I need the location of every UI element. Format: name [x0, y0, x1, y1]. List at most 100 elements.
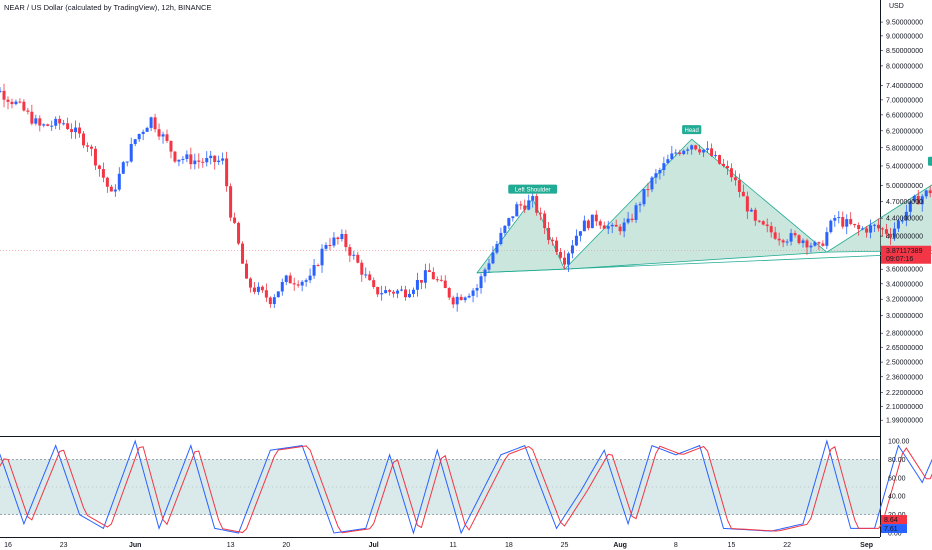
candle-body	[582, 220, 586, 232]
price-tick-label: 6.20000000	[886, 128, 923, 135]
time-tick-label: Jul	[369, 542, 379, 549]
price-tick-label: 5.00000000	[886, 183, 923, 190]
candle-body	[702, 149, 706, 153]
candle-body	[825, 232, 829, 246]
candle-body	[308, 275, 312, 281]
candle-body	[559, 251, 563, 258]
candle-body	[157, 129, 161, 137]
candle-body	[904, 211, 908, 221]
candle-body	[42, 124, 46, 126]
time-tick-label: Aug	[613, 542, 627, 549]
candle-body	[547, 227, 551, 240]
candle-body	[618, 226, 622, 232]
candle-body	[531, 196, 535, 201]
candle-body	[690, 145, 694, 150]
candle-body	[515, 204, 519, 217]
candle-body	[165, 134, 169, 141]
candle-body	[503, 225, 507, 233]
candle-body	[646, 189, 650, 191]
price-tick-label: 2.36000000	[886, 374, 923, 381]
osc-tick-label: 0.00	[888, 531, 902, 538]
candle-body	[225, 158, 229, 187]
time-tick-label: 15	[728, 542, 736, 549]
time-tick-label: 8	[674, 542, 678, 549]
chart-title: NEAR / US Dollar (calculated by TradingV…	[4, 3, 212, 12]
candle-body	[809, 245, 813, 248]
candle-body	[10, 101, 14, 105]
candle-body	[900, 220, 904, 222]
candle-body	[908, 201, 912, 212]
candles	[0, 83, 932, 312]
candle-body	[332, 237, 336, 246]
candle-body	[352, 254, 356, 256]
candle-body	[252, 287, 256, 292]
candle-body	[455, 296, 459, 305]
candle-body	[133, 139, 137, 145]
k-value-tag	[881, 515, 907, 525]
candle-body	[38, 118, 42, 126]
candle-body	[722, 163, 725, 166]
candle-body	[471, 290, 475, 296]
candle-body	[18, 101, 22, 103]
candle-body	[729, 168, 733, 178]
candle-body	[46, 124, 50, 126]
candle-body	[789, 233, 793, 242]
candle-body	[74, 127, 78, 133]
candle-body	[610, 224, 614, 227]
candle-body	[666, 159, 670, 164]
candle-body	[813, 242, 817, 246]
candle-body	[411, 289, 415, 294]
candle-body	[757, 220, 761, 222]
candle-body	[256, 286, 260, 292]
head-label-bg	[682, 125, 702, 135]
candle-body	[101, 169, 105, 178]
candle-body	[404, 289, 407, 298]
candle-body	[924, 190, 928, 197]
candle-body	[62, 123, 66, 125]
candle-body	[654, 173, 658, 178]
price-tick-label: 2.50000000	[886, 360, 923, 367]
candle-body	[793, 233, 797, 236]
candle-body	[614, 224, 618, 227]
candle-body	[312, 265, 316, 276]
candle-body	[725, 165, 729, 169]
price-tick-label: 8.50000000	[886, 48, 923, 55]
candle-body	[479, 276, 483, 289]
candle-body	[849, 219, 853, 224]
right-shoulder-label-bg	[927, 156, 932, 166]
candle-body	[535, 196, 539, 213]
candle-body	[30, 111, 34, 124]
time-tick-label: 18	[505, 542, 513, 549]
candle-body	[753, 209, 757, 221]
left-shoulder-shape	[476, 197, 566, 274]
candle-body	[260, 286, 264, 291]
candle-body	[117, 173, 121, 190]
price-axis[interactable]: USD 9.50000000 9.00000000 8.50000000 8.00000…	[880, 3, 931, 425]
candle-body	[193, 160, 197, 165]
candle-body	[916, 195, 920, 205]
left-shoulder-label-bg	[508, 184, 558, 194]
candle-body	[912, 195, 916, 202]
candle-body	[113, 189, 117, 192]
candle-body	[857, 225, 861, 230]
osc-tick-label: 40.00	[888, 494, 906, 501]
current-price-tag	[881, 245, 931, 264]
candle-body	[881, 228, 884, 230]
candle-body	[137, 134, 141, 140]
candle-body	[320, 248, 324, 266]
candle-body	[292, 283, 296, 285]
price-tick-label: 2.80000000	[886, 331, 923, 338]
candle-body	[125, 161, 129, 163]
candle-body	[463, 297, 467, 301]
stoch-d-line	[0, 445, 932, 534]
candle-body	[888, 233, 892, 238]
candle-body	[185, 154, 189, 159]
candle-body	[841, 217, 845, 227]
candle-body	[0, 90, 2, 92]
candle-body	[626, 218, 630, 223]
time-axis[interactable]: 1623Jun1320Jul111825Aug81522Sep1219Oct10	[4, 542, 932, 549]
candle-body	[686, 149, 690, 151]
